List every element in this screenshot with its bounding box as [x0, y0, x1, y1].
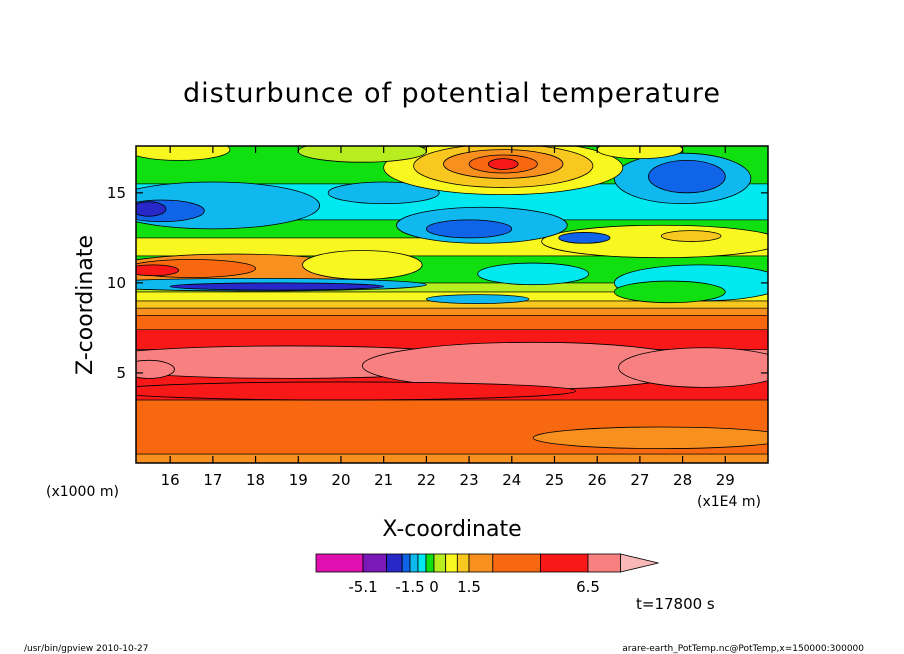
- contour-region-15: [477, 262, 590, 286]
- time-annotation: t=17800 s: [636, 595, 715, 613]
- x-axis: 16 17 18 19 20 21 22 23 24 25 26 27 28 29: [161, 146, 735, 489]
- colorbar-bin-9: [456, 553, 470, 573]
- contour-region-13: [169, 282, 385, 291]
- x-unit-right: (x1E4 m): [697, 494, 761, 510]
- contour-region-34: [297, 146, 427, 163]
- contour-region-3: [136, 359, 175, 379]
- x-tick-label: 24: [502, 471, 521, 489]
- colorbar: [315, 553, 659, 573]
- contour-region-25: [648, 160, 726, 194]
- y-tick-label: 5: [116, 364, 126, 382]
- y-tick-label: 10: [107, 274, 126, 292]
- colorbar-bin-7: [433, 553, 447, 573]
- x-tick-label: 16: [161, 471, 180, 489]
- contour-region-11: [660, 230, 722, 242]
- colorbar-bin-1: [362, 553, 387, 573]
- contour-region-14: [425, 294, 530, 304]
- colorbar-label: -1.5: [395, 578, 424, 596]
- y-tick-label: 15: [107, 184, 126, 202]
- contour-regions: [136, 146, 768, 449]
- x-tick-label: 26: [588, 471, 607, 489]
- colorbar-label: 1.5: [457, 578, 481, 596]
- colorbar-bin-4: [409, 553, 419, 573]
- contour-region-31: [487, 158, 519, 170]
- x-tick-label: 21: [374, 471, 393, 489]
- contour-region-32: [136, 146, 231, 161]
- colorbar-label: -5.1: [348, 578, 377, 596]
- x-tick-label: 17: [203, 471, 222, 489]
- contour-region-4: [136, 381, 577, 401]
- colorbar-bin-0: [315, 553, 364, 573]
- contour-region-17: [613, 280, 726, 304]
- footer-left: /usr/bin/gpview 2010-10-27: [24, 644, 148, 654]
- x-tick-label: 27: [630, 471, 649, 489]
- x-tick-label: 29: [716, 471, 735, 489]
- colorbar-label: 0: [429, 578, 439, 596]
- x-tick-label: 20: [331, 471, 350, 489]
- x-axis-label: X-coordinate: [382, 517, 521, 542]
- colorbar-bin-11: [492, 553, 541, 573]
- x-tick-label: 23: [460, 471, 479, 489]
- contour-region-2: [618, 347, 768, 388]
- colorbar-bin-13: [587, 553, 621, 573]
- contour-region-8: [136, 264, 180, 277]
- colorbar-bin-10: [468, 553, 494, 573]
- contour-region-9: [302, 250, 423, 280]
- colorbar-label: 6.5: [576, 578, 600, 596]
- colorbar-bin-6: [425, 553, 435, 573]
- colorbar-overflow-arrow: [620, 553, 659, 573]
- x-tick-label: 19: [289, 471, 308, 489]
- band-6: [136, 307, 768, 316]
- contour-region-21: [327, 181, 440, 205]
- contour-region-20: [136, 201, 167, 217]
- x-tick-label: 25: [545, 471, 564, 489]
- y-axis: 5 10 15: [107, 184, 768, 382]
- colorbar-labels: -5.1 -1.5 0 1.5 6.5: [348, 578, 600, 596]
- contour-region-5: [532, 426, 768, 449]
- contour-region-23: [425, 219, 513, 239]
- band-0: [136, 453, 768, 463]
- x-tick-label: 28: [673, 471, 692, 489]
- contour-region-26: [558, 232, 611, 244]
- colorbar-bin-2: [386, 553, 403, 573]
- plot-frame: [135, 145, 769, 464]
- y-axis-label: Z-coordinate: [73, 235, 98, 375]
- colorbar-bin-5: [417, 553, 427, 573]
- plot-area: [136, 146, 768, 463]
- colorbar-bin-3: [401, 553, 411, 573]
- chart-title: disturbunce of potential temperature: [183, 78, 721, 109]
- band-5: [136, 315, 768, 331]
- x-tick-label: 18: [246, 471, 265, 489]
- x-tick-label: 22: [417, 471, 436, 489]
- footer-right: arare-earth_PotTemp.nc@PotTemp,x=150000:…: [622, 644, 864, 654]
- x-unit-left: (x1000 m): [46, 484, 119, 500]
- colorbar-bin-12: [540, 553, 589, 573]
- colorbar-bin-8: [445, 553, 458, 573]
